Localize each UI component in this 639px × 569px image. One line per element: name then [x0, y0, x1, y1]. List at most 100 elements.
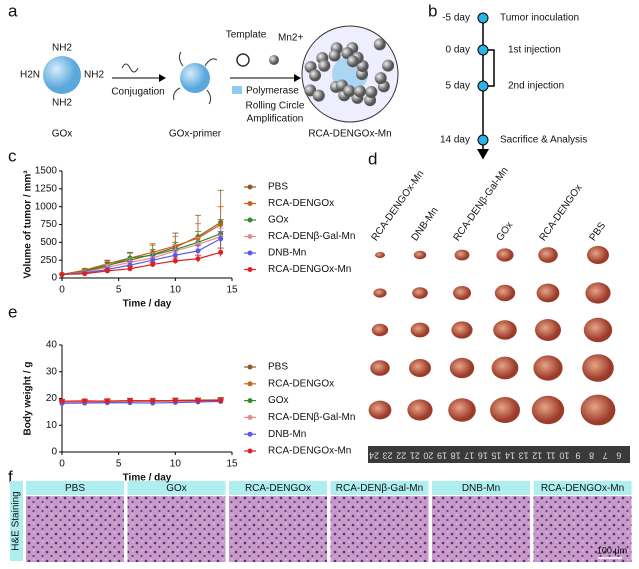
label: Polymerase: [246, 86, 299, 97]
x-tick-label: 10: [170, 459, 182, 470]
legend-label: DNB-Mn: [268, 429, 306, 440]
panel-letter: c: [8, 146, 17, 165]
data-point: [104, 268, 110, 274]
ruler: [368, 446, 630, 463]
legend-label: PBS: [268, 362, 288, 373]
ruler-label: 8: [589, 451, 594, 461]
header: [229, 481, 327, 495]
y-tick-label: 1000: [35, 201, 58, 212]
legend-label: DNB-Mn: [268, 248, 306, 259]
label: Amplification: [247, 114, 304, 125]
tumor: [407, 399, 433, 421]
series-line: [61, 236, 221, 276]
series-line: [61, 223, 221, 276]
data-point: [150, 398, 156, 404]
y-tick-label: 40: [46, 340, 58, 351]
day-label: 14 day: [440, 135, 470, 146]
timeline-dot: [477, 80, 489, 92]
den-ball: [346, 55, 359, 68]
day-label: 0 day: [446, 45, 470, 56]
label: Rolling Circle: [246, 101, 305, 112]
y-tick-label: 30: [46, 366, 58, 377]
he-image: [432, 496, 530, 562]
panel-letter: f: [8, 467, 13, 486]
tumor: [585, 282, 611, 304]
he-image: [533, 496, 632, 562]
template-icon: [236, 53, 250, 67]
ruler-label: 21: [410, 451, 420, 461]
tumor: [538, 247, 558, 263]
label: H2N: [20, 70, 40, 81]
data-point: [195, 248, 201, 254]
event-label: Sacrifice & Analysis: [500, 135, 587, 146]
legend-label: GOx: [268, 215, 289, 226]
ruler-label: 17: [464, 451, 474, 461]
ruler-label: 16: [478, 451, 488, 461]
data-point: [218, 236, 224, 242]
he-image: [26, 496, 124, 562]
data-point: [195, 397, 201, 403]
label: Template: [226, 30, 267, 41]
tumor: [370, 360, 390, 376]
legend-marker: [247, 250, 253, 256]
tumor: [449, 357, 475, 379]
label: NH2: [52, 98, 72, 109]
legend-label: RCA-DENGOx: [268, 198, 334, 209]
den-ball: [373, 38, 386, 51]
label: GOx-primer: [169, 129, 222, 140]
group-label: RCA-DENβ-Gal-Mn: [336, 483, 423, 494]
y-tick-label: 1250: [35, 183, 58, 194]
den-ball: [309, 69, 322, 82]
ruler-label: 13: [519, 451, 529, 461]
tumor: [580, 394, 616, 426]
data-point: [150, 261, 156, 267]
label: Conjugation: [111, 87, 164, 98]
y-tick-label: 0: [51, 273, 57, 284]
series-line: [61, 400, 221, 404]
panel-letter: b: [428, 1, 437, 20]
panel-letter: d: [368, 149, 377, 168]
legend-marker: [247, 364, 253, 370]
tumor: [535, 319, 561, 341]
primer-strands: [173, 51, 218, 105]
legend-marker: [247, 448, 253, 454]
label: Mn2+: [278, 33, 303, 44]
x-tick-label: 15: [226, 459, 238, 470]
side-strip: [10, 481, 23, 561]
gox-sphere: [43, 56, 81, 94]
tumor: [412, 287, 428, 299]
legend-marker: [247, 414, 253, 420]
data-point: [59, 271, 65, 277]
tumor: [413, 250, 427, 260]
polymerase-icon: [232, 86, 242, 94]
panel-b: b -5 day Tumor inoculation 0 day 1st inject…: [428, 1, 587, 160]
ruler-label: 10: [559, 451, 569, 461]
den-ball: [343, 84, 356, 97]
legend-marker: [247, 398, 253, 404]
data-point: [150, 257, 156, 263]
header: [533, 481, 632, 495]
primer-strand: [121, 63, 139, 73]
y-tick-label: 250: [40, 255, 57, 266]
tumor: [409, 359, 431, 377]
panel-letter: a: [8, 1, 18, 20]
bracket: [486, 49, 495, 87]
day-label: 5 day: [446, 81, 470, 92]
ruler-label: 20: [423, 451, 433, 461]
tumor: [583, 317, 613, 343]
y-tick-label: 10: [46, 420, 58, 431]
ruler-label: 15: [491, 451, 501, 461]
ruler-label: 18: [451, 451, 461, 461]
y-axis-label: Volume of tumor / mm³: [23, 170, 34, 279]
tumor: [368, 400, 392, 420]
legend-label: RCA-DENGOx: [268, 378, 334, 389]
den-ball: [318, 59, 331, 72]
tumor: [491, 356, 519, 380]
legend-marker: [247, 217, 253, 223]
legend-label: RCA-DENGOx-Mn: [268, 446, 351, 457]
he-image: [229, 496, 327, 562]
series-line: [61, 221, 221, 276]
x-tick-label: 15: [226, 285, 238, 296]
ruler-label: 23: [383, 451, 393, 461]
ruler-label: 24: [369, 451, 379, 461]
